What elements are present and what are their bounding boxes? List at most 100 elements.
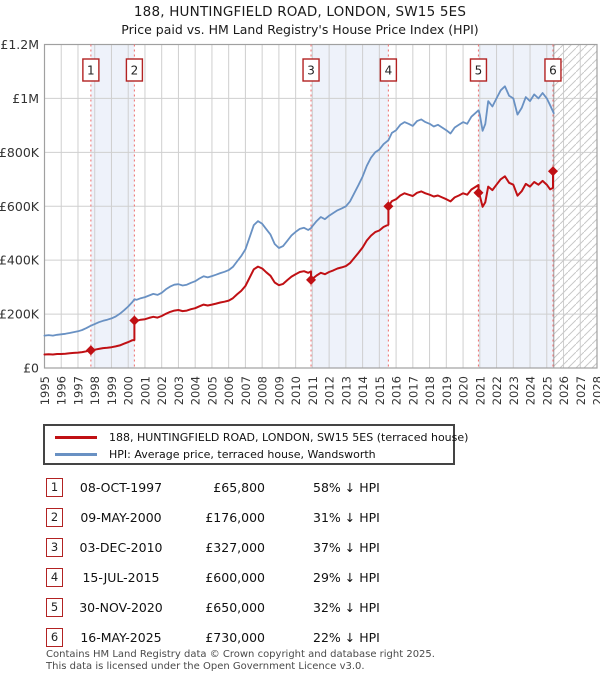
transaction-hpi-diff: 58% ↓ HPI — [313, 479, 380, 495]
y-axis-label: £800K — [0, 145, 40, 160]
transaction-price: £176,000 — [205, 509, 265, 525]
transaction-price: £730,000 — [205, 629, 265, 645]
transaction-date: 09-MAY-2000 — [80, 509, 162, 525]
transaction-number: 4 — [46, 567, 63, 587]
x-axis-label: 2019 — [440, 376, 454, 405]
transaction-row-2: 2 09-MAY-2000 £176,000 31% ↓ HPI — [46, 502, 566, 532]
x-axis-label: 1995 — [38, 376, 52, 405]
x-axis-label: 2014 — [356, 376, 370, 405]
x-axis-label: 2013 — [339, 376, 353, 405]
transaction-hpi-diff: 32% ↓ HPI — [313, 599, 380, 615]
x-axis-label: 2000 — [122, 376, 136, 405]
license-note: Contains HM Land Registry data © Crown c… — [46, 649, 586, 672]
page-title: 188, HUNTINGFIELD ROAD, LONDON, SW15 5ES — [133, 4, 467, 20]
page-subtitle: Price paid vs. HM Land Registry's House … — [121, 22, 479, 37]
x-axis-label: 2016 — [390, 376, 404, 405]
x-axis-label: 2007 — [239, 376, 253, 405]
future-hatch-region — [553, 44, 597, 368]
transaction-row-1: 1 08-OCT-1997 £65,800 58% ↓ HPI — [46, 472, 566, 502]
plot-frame — [43, 43, 598, 369]
transaction-date: 08-OCT-1997 — [79, 479, 163, 495]
x-axis-label: 2015 — [373, 376, 387, 405]
x-axis-label: 2008 — [256, 376, 270, 405]
y-axis-label: £200K — [0, 307, 40, 322]
x-axis-label: 2011 — [306, 376, 320, 405]
transaction-number: 2 — [46, 507, 63, 527]
x-axis-label: 2027 — [574, 376, 588, 405]
y-axis-label: £400K — [0, 253, 40, 268]
x-axis-label: 1999 — [105, 376, 119, 405]
event-box-2 — [125, 58, 144, 82]
purchase-marker-6 — [547, 166, 558, 177]
transaction-row-3: 3 03-DEC-2010 £327,000 37% ↓ HPI — [46, 532, 566, 562]
event-box-number-1: 1 — [87, 64, 95, 78]
x-axis-label: 1998 — [88, 376, 102, 405]
x-axis-label: 2028 — [591, 376, 600, 405]
x-axis-label: 2001 — [138, 376, 152, 405]
x-axis-label: 1996 — [55, 376, 69, 405]
price-history-chart: 1 2 3 4 5 6 £0 £200K £400K £600K £800K £1M £1.2M 1995… — [0, 37, 600, 405]
x-axis-label: 2026 — [557, 376, 571, 405]
legend-entry-1: HPI: Average price, terraced house, Wand… — [45, 446, 453, 463]
event-box-1 — [82, 58, 100, 82]
license-line-2: This data is licensed under the Open Gov… — [46, 660, 365, 672]
hpi-line — [43, 85, 555, 337]
transaction-number: 3 — [46, 537, 63, 557]
y-axis-label: £1.2M — [0, 37, 39, 52]
x-axis-label: 2020 — [457, 376, 471, 405]
x-axis-label: 2025 — [540, 376, 554, 405]
event-box-number-6: 6 — [549, 64, 557, 78]
transaction-hpi-diff: 29% ↓ HPI — [313, 569, 380, 585]
event-box-number-5: 5 — [475, 64, 483, 78]
transactions-table: 1 08-OCT-1997 £65,800 58% ↓ HPI 2 09-MAY-2000… — [46, 472, 566, 652]
y-axis-label: £1M — [12, 91, 39, 106]
chart-legend: 188, HUNTINGFIELD ROAD, LONDON, SW15 5ES… — [43, 424, 468, 465]
x-axis-label: 1997 — [71, 376, 85, 405]
event-box-4 — [379, 58, 398, 82]
purchase-marker-4 — [383, 201, 394, 212]
transaction-price: £327,000 — [205, 539, 265, 555]
event-box-3 — [302, 58, 320, 82]
license-line-1: Contains HM Land Registry data © Crown c… — [46, 649, 435, 660]
x-axis-label: 2024 — [524, 376, 538, 405]
transaction-date: 03-DEC-2010 — [79, 539, 163, 555]
x-axis-label: 2021 — [473, 376, 487, 405]
x-axis-label: 2006 — [222, 376, 236, 405]
x-axis-label: 2002 — [155, 376, 169, 405]
purchase-marker-3 — [306, 274, 317, 285]
x-axis-label: 2017 — [406, 376, 420, 405]
x-axis-label: 2003 — [172, 376, 186, 405]
event-box-number-2: 2 — [131, 64, 139, 78]
transaction-row-6: 6 16-MAY-2025 £730,000 22% ↓ HPI — [46, 622, 566, 652]
transaction-row-4: 4 15-JUL-2015 £600,000 29% ↓ HPI — [46, 562, 566, 592]
transaction-date: 16-MAY-2025 — [80, 629, 162, 645]
x-axis-label: 2010 — [289, 376, 303, 405]
x-axis-label: 2018 — [423, 376, 437, 405]
transaction-price: £600,000 — [205, 569, 265, 585]
transaction-price: £65,800 — [213, 479, 265, 495]
y-axis-label: £600K — [0, 199, 40, 214]
x-axis-label: 2005 — [205, 376, 219, 405]
purchase-marker-1 — [85, 345, 96, 356]
event-box-number-3: 3 — [307, 64, 315, 78]
transaction-number: 6 — [46, 627, 63, 647]
event-box-5 — [469, 58, 488, 82]
y-axis-label: £0 — [23, 361, 39, 376]
x-axis-label: 2022 — [490, 376, 504, 405]
purchase-marker-5 — [473, 187, 484, 198]
legend-label: 188, HUNTINGFIELD ROAD, LONDON, SW15 5ES… — [109, 431, 469, 444]
purchase-marker-2 — [129, 315, 140, 326]
transaction-hpi-diff: 31% ↓ HPI — [313, 509, 380, 525]
transaction-price: £650,000 — [205, 599, 265, 615]
x-axis-label: 2009 — [272, 376, 286, 405]
legend-entry-0: 188, HUNTINGFIELD ROAD, LONDON, SW15 5ES… — [45, 429, 468, 446]
x-axis-label: 2012 — [323, 376, 337, 405]
x-axis-label: 2023 — [507, 376, 521, 405]
transaction-number: 1 — [46, 477, 63, 497]
transaction-date: 15-JUL-2015 — [82, 569, 160, 585]
event-box-6 — [544, 58, 562, 82]
transaction-hpi-diff: 22% ↓ HPI — [313, 629, 380, 645]
transaction-row-5: 5 30-NOV-2020 £650,000 32% ↓ HPI — [46, 592, 566, 622]
legend-label: HPI: Average price, terraced house, Wand… — [109, 448, 376, 461]
